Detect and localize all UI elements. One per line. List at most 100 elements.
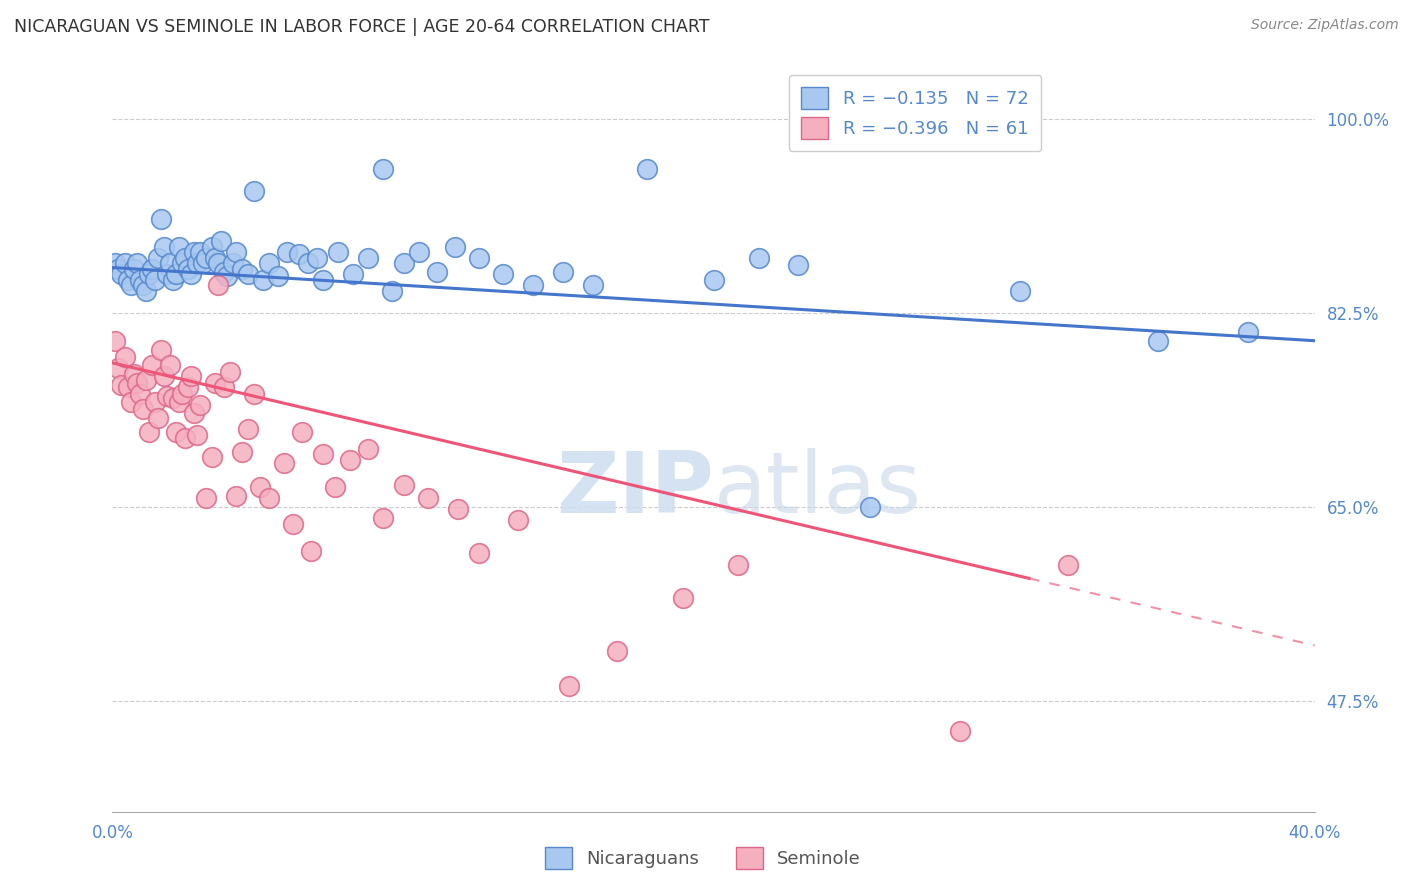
Point <box>702 273 725 287</box>
Point <box>273 456 295 470</box>
Point <box>288 247 311 261</box>
Point <box>141 358 163 372</box>
Point <box>859 500 882 514</box>
Point <box>323 480 346 494</box>
Point <box>727 558 749 572</box>
Point <box>257 256 280 270</box>
Point <box>110 267 132 281</box>
Point <box>131 278 153 293</box>
Point <box>149 211 172 226</box>
Point <box>267 269 290 284</box>
Point <box>236 422 259 436</box>
Point <box>1147 334 1170 348</box>
Point <box>242 387 264 401</box>
Point <box>447 502 470 516</box>
Point <box>143 394 166 409</box>
Point <box>155 389 177 403</box>
Point <box>146 411 169 425</box>
Point <box>186 428 208 442</box>
Point <box>114 256 136 270</box>
Point <box>582 278 605 293</box>
Point <box>1010 284 1032 298</box>
Point <box>748 251 770 265</box>
Legend: R = −0.135   N = 72, R = −0.396   N = 61: R = −0.135 N = 72, R = −0.396 N = 61 <box>789 75 1040 152</box>
Point <box>183 406 205 420</box>
Point <box>553 265 575 279</box>
Point <box>128 273 150 287</box>
Point <box>371 511 394 525</box>
Point <box>339 453 361 467</box>
Point <box>146 251 169 265</box>
Point <box>218 365 240 379</box>
Point <box>176 380 198 394</box>
Point <box>167 239 190 253</box>
Point <box>165 267 187 281</box>
Point <box>135 372 157 386</box>
Point <box>152 369 174 384</box>
Point <box>194 491 217 505</box>
Point <box>342 267 364 281</box>
Point <box>444 239 467 253</box>
Point <box>786 258 808 272</box>
Point <box>180 369 202 384</box>
Point <box>201 450 224 464</box>
Point <box>165 425 187 439</box>
Point <box>636 161 658 176</box>
Text: ZIP: ZIP <box>555 449 713 532</box>
Point <box>207 256 229 270</box>
Text: NICARAGUAN VS SEMINOLE IN LABOR FORCE | AGE 20-64 CORRELATION CHART: NICARAGUAN VS SEMINOLE IN LABOR FORCE | … <box>14 18 710 36</box>
Point <box>188 245 211 260</box>
Point <box>257 491 280 505</box>
Point <box>170 256 193 270</box>
Point <box>468 547 491 561</box>
Point <box>508 513 530 527</box>
Point <box>162 273 184 287</box>
Point <box>408 245 430 260</box>
Point <box>215 269 238 284</box>
Point <box>176 261 198 276</box>
Point <box>207 278 229 293</box>
Point <box>371 161 394 176</box>
Point <box>128 387 150 401</box>
Point <box>305 251 328 265</box>
Point <box>143 273 166 287</box>
Point <box>231 444 253 458</box>
Text: Source: ZipAtlas.com: Source: ZipAtlas.com <box>1251 18 1399 32</box>
Point <box>173 431 195 445</box>
Text: atlas: atlas <box>713 449 921 532</box>
Point <box>120 394 142 409</box>
Point <box>138 425 160 439</box>
Point <box>212 380 235 394</box>
Point <box>1237 325 1260 339</box>
Point <box>225 489 247 503</box>
Point <box>159 256 181 270</box>
Point <box>131 402 153 417</box>
Point <box>188 398 211 412</box>
Point <box>949 723 972 738</box>
Legend: Nicaraguans, Seminole: Nicaraguans, Seminole <box>536 838 870 879</box>
Point <box>468 251 491 265</box>
Point <box>204 376 226 390</box>
Point <box>104 256 127 270</box>
Point <box>522 278 544 293</box>
Point <box>104 334 127 348</box>
Point <box>125 256 148 270</box>
Point <box>252 273 274 287</box>
Point <box>125 376 148 390</box>
Point <box>291 425 314 439</box>
Point <box>183 245 205 260</box>
Point <box>392 477 415 491</box>
Point <box>173 251 195 265</box>
Point <box>276 245 298 260</box>
Point <box>236 267 259 281</box>
Y-axis label: In Labor Force | Age 20-64: In Labor Force | Age 20-64 <box>0 336 8 556</box>
Point <box>392 256 415 270</box>
Point <box>194 251 217 265</box>
Point <box>326 245 349 260</box>
Point <box>167 394 190 409</box>
Point <box>110 378 132 392</box>
Point <box>297 256 319 270</box>
Point <box>558 680 581 694</box>
Point <box>114 351 136 365</box>
Point <box>312 273 335 287</box>
